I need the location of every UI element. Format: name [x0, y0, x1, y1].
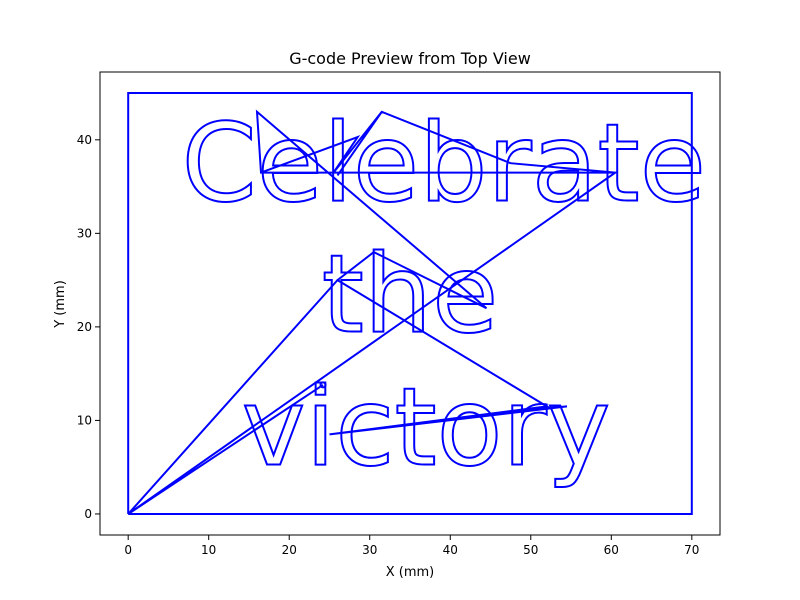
x-tick-label: 60 [604, 543, 619, 557]
chart-title: G-code Preview from Top View [289, 49, 531, 68]
y-tick-label: 20 [77, 320, 92, 334]
dot-mark [319, 381, 327, 389]
travel-path [127, 109, 619, 515]
engraved-text-line: victory [242, 365, 611, 490]
x-tick-label: 50 [523, 543, 538, 557]
lines-layer [127, 92, 693, 515]
y-tick-label: 40 [77, 133, 92, 147]
y-axis-ticks: 0 10 20 30 40 [77, 133, 100, 521]
x-tick-label: 30 [362, 543, 377, 557]
x-tick-label: 70 [684, 543, 699, 557]
x-axis-label: X (mm) [386, 565, 435, 580]
y-tick-label: 30 [77, 226, 92, 240]
engraved-text-line: the [322, 233, 499, 358]
x-tick-label: 20 [282, 543, 297, 557]
x-tick-label: 40 [443, 543, 458, 557]
x-tick-label: 0 [124, 543, 132, 557]
axes-frame [99, 71, 721, 536]
x-tick-label: 10 [201, 543, 216, 557]
y-axis-label: Y (mm) [53, 280, 68, 329]
y-tick-label: 10 [77, 413, 92, 427]
plot-area [100, 72, 720, 535]
y-tick-label: 0 [84, 507, 92, 521]
border-path [127, 92, 693, 515]
x-axis-ticks: 0 10 20 30 40 50 60 70 [124, 535, 699, 557]
